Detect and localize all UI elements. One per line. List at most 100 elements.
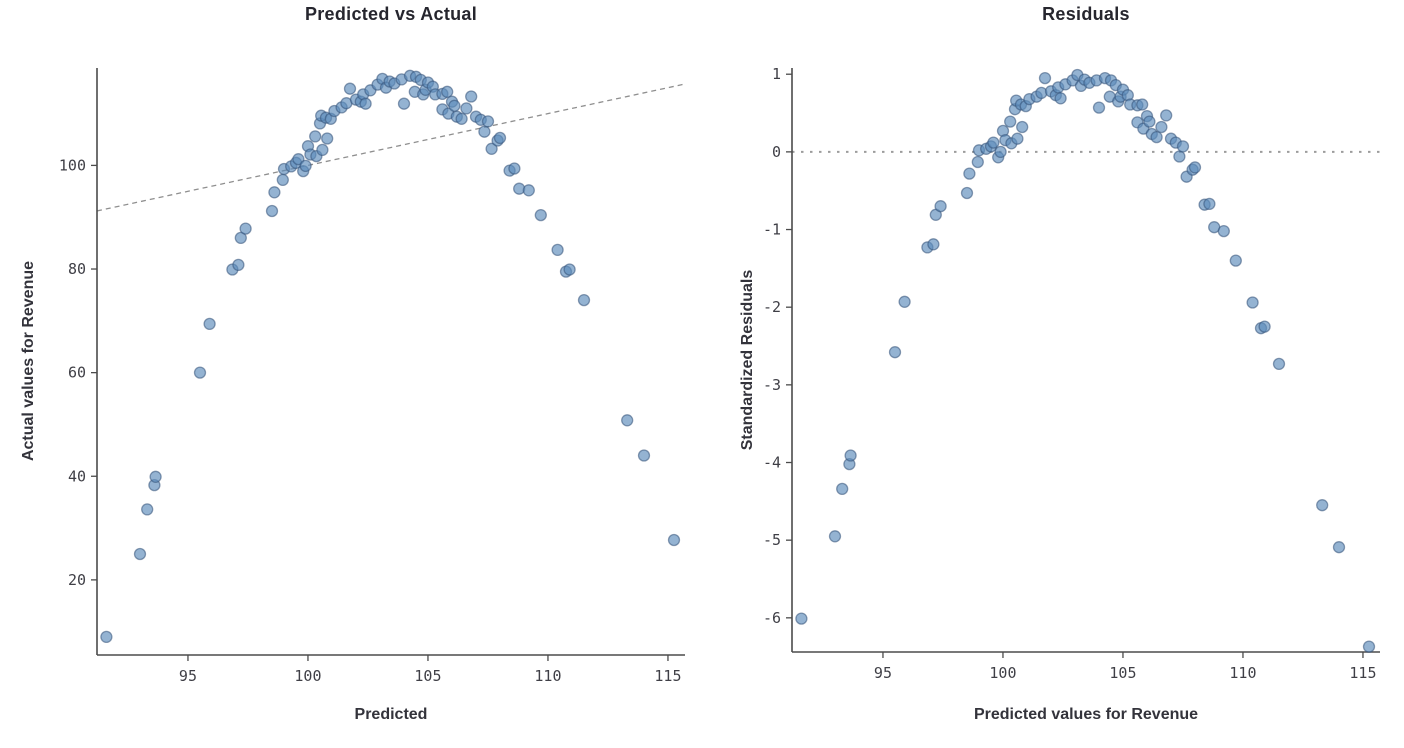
data-point [448,99,461,112]
x-tick-label: 115 [1349,664,1376,682]
data-point [193,366,207,379]
data-point [934,200,947,213]
data-point [1362,640,1376,653]
right-chart-x-axis-label: Predicted values for Revenue [973,706,1199,723]
data-point [1176,140,1190,153]
data-point [1054,92,1067,105]
data-point [534,208,547,222]
y-tick-label: 0 [772,143,781,161]
data-point [1217,224,1230,238]
y-tick-label: -5 [763,531,781,549]
data-point [343,82,357,95]
data-point [1011,132,1024,145]
data-point [1143,115,1156,128]
x-tick-label: 95 [179,667,197,685]
x-tick-label: 110 [1229,664,1256,682]
x-tick-label: 115 [654,667,681,685]
data-point [485,142,498,155]
data-point [478,125,491,138]
identity-reference-line [96,83,686,212]
data-point [1016,120,1029,134]
data-point [637,449,651,462]
y-tick-label: 60 [68,364,86,382]
data-point [1173,150,1186,163]
data-point [1246,296,1259,309]
data-point [100,630,113,644]
x-tick-label: 100 [989,664,1016,682]
data-point [149,470,162,483]
data-point [795,612,808,625]
data-point [203,317,216,331]
data-point [1203,197,1216,211]
x-tick-label: 105 [414,667,441,685]
data-point [1092,101,1106,114]
data-point [133,547,147,561]
right-chart-title: Residuals [1042,4,1130,24]
y-tick-label: 20 [68,571,86,589]
data-point [299,159,312,173]
data-point [1258,320,1271,333]
data-point [465,90,478,103]
data-point [455,112,468,125]
data-point [265,204,279,218]
data-point [1136,98,1149,111]
data-point [927,238,940,251]
left-chart-y-axis-label: Actual values for Revenue [20,260,37,462]
data-point [1332,541,1346,554]
y-tick-label: -6 [763,609,781,627]
data-point [1038,71,1052,85]
data-point [493,131,507,145]
data-point [141,503,154,516]
data-point [1150,130,1163,144]
data-point [460,102,473,115]
data-point [844,449,857,462]
data-point [898,295,911,308]
data-point [321,132,334,145]
data-point [239,222,252,235]
x-tick-label: 110 [534,667,561,685]
data-point [971,155,984,169]
data-point [551,243,564,257]
data-point [563,263,576,276]
data-point [359,97,372,110]
y-tick-label: 40 [68,467,86,485]
x-tick-label: 105 [1109,664,1136,682]
data-point [994,145,1007,159]
left-chart-x-axis-label: Predicted [354,706,428,723]
data-point [316,143,329,157]
data-point [268,186,281,199]
y-tick-label: -4 [763,454,781,472]
data-point [1316,499,1329,512]
data-point [987,136,1000,149]
y-tick-label: -3 [763,376,781,394]
data-point [963,167,976,180]
y-tick-label: -2 [763,298,781,316]
data-point [522,184,535,197]
y-tick-label: 80 [68,260,86,278]
x-tick-label: 100 [294,667,321,685]
data-point [888,346,902,359]
x-tick-label: 95 [874,664,892,682]
data-point [1188,161,1202,174]
data-point [836,482,849,496]
data-point [828,530,842,543]
data-point [508,162,521,175]
data-point [667,533,681,547]
data-point [621,414,634,427]
data-point [960,186,974,200]
data-point [309,130,322,143]
data-point [441,85,454,98]
y-tick-label: -1 [763,221,781,239]
data-point [276,173,289,187]
data-point [1004,115,1017,128]
data-point [1160,109,1173,122]
data-point [1272,357,1286,371]
data-point [1155,120,1168,134]
data-point [232,258,245,272]
data-point [397,97,411,110]
right-chart-y-axis-label: Standardized Residuals [739,269,756,451]
data-point [1229,254,1242,267]
data-point [481,115,495,128]
